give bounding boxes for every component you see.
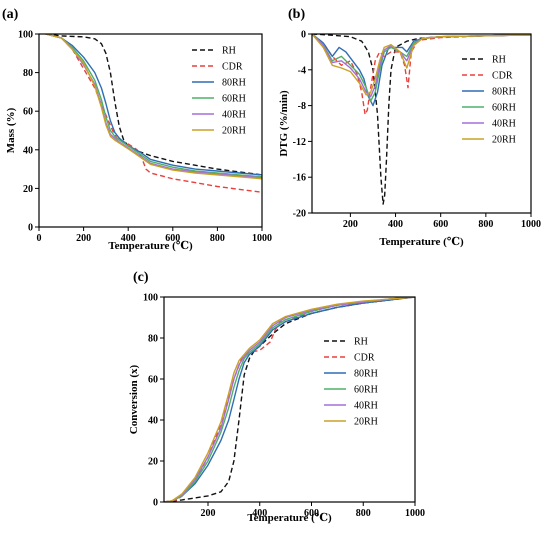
series-group (45, 34, 262, 193)
series-line-60rh (45, 34, 262, 178)
series-line-80rh (45, 34, 262, 176)
y-tick-label: 0 (28, 223, 33, 234)
legend-label-40rh: 40RH (354, 401, 378, 412)
y-axis-title: Conversion (x) (128, 364, 140, 434)
x-tick-label: 800 (478, 219, 493, 230)
y-axis-title: Mass (%) (5, 107, 17, 153)
x-tick-label: 1000 (521, 219, 541, 230)
x-tick-label: 400 (121, 233, 136, 244)
legend-label-20rh: 20RH (354, 417, 378, 428)
y-tick-label: 60 (23, 107, 33, 118)
legend-label-20rh: 20RH (222, 126, 246, 137)
y-axis-title: DTG (%/min) (278, 90, 290, 157)
x-axis-title: Temperature (℃) (108, 240, 193, 252)
x-tick-label: 1000 (405, 508, 425, 519)
legend-label-cdr: CDR (222, 62, 243, 73)
x-tick-label: 800 (210, 233, 225, 244)
series-line-80rh (164, 297, 415, 502)
legend-label-cdr: CDR (492, 71, 513, 82)
chart-panel-c: 200 400 600 800 1000 0 20 40 60 80 100 Temperature … (128, 270, 425, 524)
y-tick-label: -16 (293, 173, 306, 184)
x-tick-label: 600 (304, 508, 319, 519)
legend-label-40rh: 40RH (222, 110, 246, 121)
x-tick-label: 200 (343, 219, 358, 230)
plot-frame (38, 33, 263, 228)
legend-label-20rh: 20RH (492, 135, 516, 146)
legend-label-80rh: 80RH (222, 78, 246, 89)
chart-panel-a: 0 200 400 600 800 1000 0 20 40 60 80 100 Temperature… (2, 7, 272, 252)
x-tick-label: 800 (356, 508, 371, 519)
x-axis-title: Temperature (℃) (379, 236, 464, 248)
legend-label-cdr: CDR (354, 353, 375, 364)
y-tick-label: 80 (148, 334, 158, 345)
panel-label: (a) (2, 7, 19, 22)
legend-label-60rh: 60RH (492, 103, 516, 114)
series-line-40rh (45, 34, 262, 179)
legend: RH CDR 80RH 60RH 40RH 20RH (192, 46, 246, 137)
x-tick-label: 600 (165, 233, 180, 244)
series-line-rh (312, 34, 531, 205)
x-tick-label: 400 (252, 508, 267, 519)
x-tick-label: 200 (200, 508, 215, 519)
y-tick-label: 100 (18, 30, 33, 41)
y-tick-label: 20 (148, 457, 158, 468)
legend-label-40rh: 40RH (492, 119, 516, 130)
legend-label-rh: RH (222, 46, 236, 57)
y-tick-label: -20 (293, 209, 306, 220)
y-tick-label: -4 (298, 65, 306, 76)
series-line-20rh (45, 34, 262, 180)
legend-label-60rh: 60RH (222, 94, 246, 105)
y-tick-label: -12 (293, 137, 306, 148)
x-axis-title: Temperature (℃) (247, 512, 332, 524)
y-tick-label: -8 (298, 101, 306, 112)
y-tick-label: 0 (153, 498, 158, 509)
series-line-cdr (312, 34, 531, 116)
legend: RH CDR 80RH 60RH 40RH 20RH (462, 55, 516, 146)
series-group (164, 297, 415, 502)
y-tick-label: 0 (301, 30, 306, 41)
legend-label-80rh: 80RH (354, 369, 378, 380)
y-tick-label: 40 (23, 145, 33, 156)
y-tick-label: 20 (23, 184, 33, 195)
y-tick-label: 60 (148, 375, 158, 386)
panel-label: (b) (288, 7, 305, 22)
y-tick-label: 80 (23, 68, 33, 79)
series-line-20rh (312, 34, 531, 96)
series-line-40rh (164, 297, 415, 502)
x-tick-label: 200 (76, 233, 91, 244)
legend-label-rh: RH (354, 337, 368, 348)
x-tick-label: 1000 (252, 233, 272, 244)
legend-label-80rh: 80RH (492, 87, 516, 98)
legend-label-rh: RH (492, 55, 506, 66)
x-tick-label: 0 (37, 233, 42, 244)
legend: RH CDR 80RH 60RH 40RH 20RH (324, 337, 378, 428)
x-tick-label: 400 (388, 219, 403, 230)
y-tick-label: 100 (143, 293, 158, 304)
plot-frame (163, 296, 416, 503)
series-line-rh (164, 297, 415, 502)
series-group (312, 34, 531, 205)
chart-panel-b: 200 400 600 800 1000 0 -4 -8 -12 -16 -20 Temperatur… (278, 7, 541, 248)
x-tick-label: 600 (433, 219, 448, 230)
panel-label: (c) (133, 270, 149, 285)
plot-frame (311, 33, 532, 214)
series-line-20rh (164, 297, 415, 502)
series-line-60rh (164, 297, 415, 502)
legend-label-60rh: 60RH (354, 385, 378, 396)
y-tick-label: 40 (148, 416, 158, 427)
series-line-cdr (45, 34, 262, 193)
